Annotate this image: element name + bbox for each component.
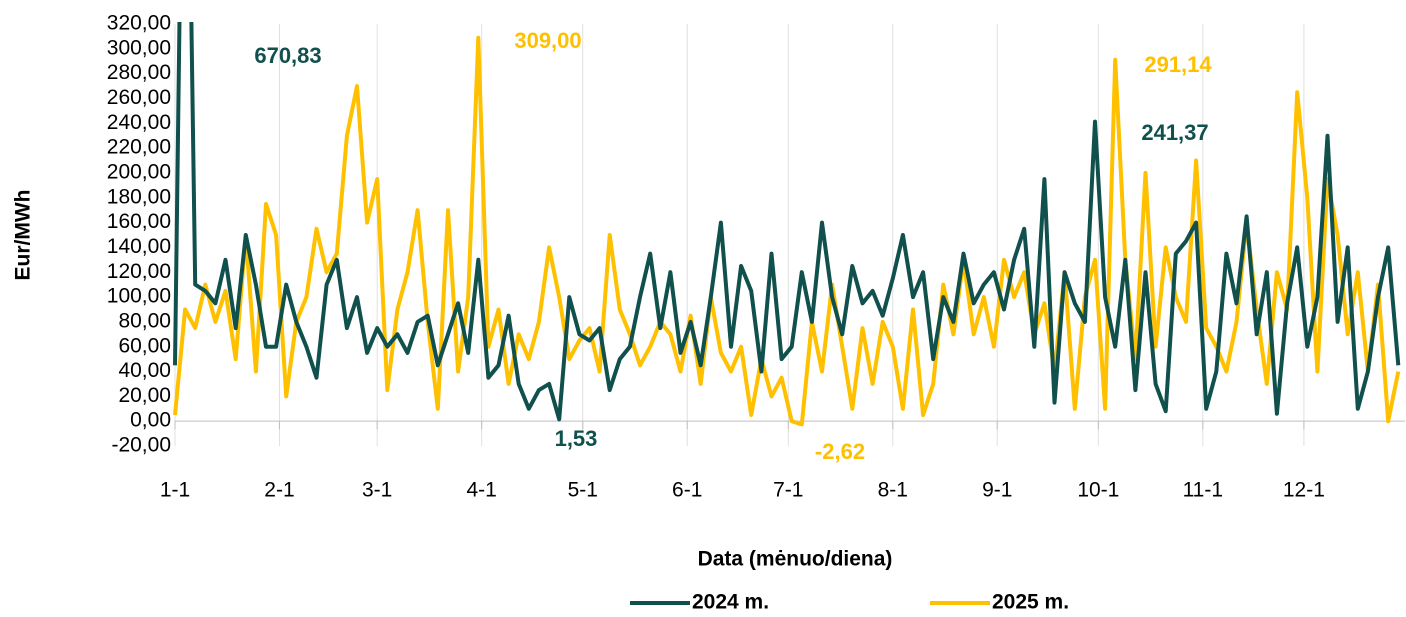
x-tick-label: 10-1 — [1077, 479, 1119, 502]
x-tick-label: 9-1 — [982, 479, 1012, 502]
plot-area — [173, 22, 1401, 427]
y-tick-label: 160,00 — [107, 210, 171, 233]
x-tick-label: 2-1 — [264, 479, 294, 502]
y-tick-label: 40,00 — [118, 359, 171, 382]
annotation: 241,37 — [1141, 120, 1208, 145]
annotation: -2,62 — [815, 439, 865, 464]
series-line — [173, 22, 1401, 422]
annotation: 670,83 — [254, 43, 321, 68]
y-tick-label: 100,00 — [107, 285, 171, 308]
x-tick-label: 4-1 — [466, 479, 496, 502]
x-tick-label: 5-1 — [568, 479, 598, 502]
y-tick-label: -20,00 — [111, 434, 171, 457]
annotation: 1,53 — [555, 426, 598, 451]
y-tick-label: 280,00 — [107, 61, 171, 84]
y-tick-label: 120,00 — [107, 260, 171, 283]
y-tick-label: 20,00 — [118, 384, 171, 407]
y-tick-label: 80,00 — [118, 309, 171, 332]
series-line — [173, 35, 1401, 427]
x-tick-label: 8-1 — [878, 479, 908, 502]
y-tick-label: 200,00 — [107, 160, 171, 183]
x-tick-label: 7-1 — [773, 479, 803, 502]
x-tick-label: 3-1 — [362, 479, 392, 502]
x-tick-label: 11-1 — [1183, 479, 1223, 502]
y-tick-label: 140,00 — [107, 235, 171, 258]
annotation: 291,14 — [1144, 52, 1212, 77]
annotation: 309,00 — [514, 28, 581, 53]
legend-label: 2024 m. — [692, 591, 769, 614]
x-tick-label: 6-1 — [672, 479, 702, 502]
y-axis-label: Eur/MWh — [12, 190, 35, 281]
y-tick-label: 180,00 — [107, 185, 171, 208]
x-axis-label: Data (mėnuo/diena) — [698, 548, 893, 571]
y-tick-label: 0,00 — [130, 409, 171, 432]
y-tick-label: 260,00 — [107, 86, 171, 109]
y-tick-label: 320,00 — [107, 12, 171, 35]
y-tick-label: 300,00 — [107, 36, 171, 59]
legend-label: 2025 m. — [992, 591, 1069, 614]
y-tick-label: 240,00 — [107, 111, 171, 134]
x-tick-label: 12-1 — [1283, 479, 1325, 502]
y-tick-label: 60,00 — [118, 334, 171, 357]
y-tick-label: 220,00 — [107, 136, 171, 159]
x-tick-label: 1-1 — [160, 479, 190, 502]
